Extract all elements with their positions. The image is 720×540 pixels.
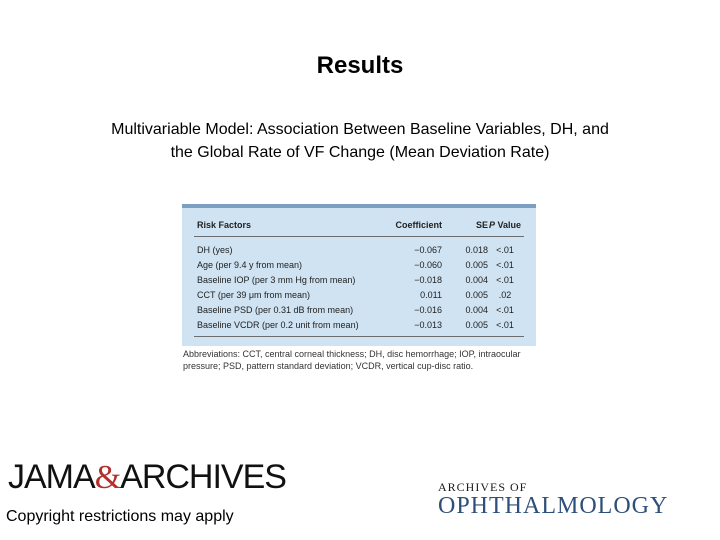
row-se: 0.005 [465,260,488,270]
row-se: 0.005 [465,320,488,330]
header-divider [194,236,524,237]
jama-logo-text: JAMA [8,458,96,496]
slide-title: Results [316,52,404,79]
row-coefficient: −0.018 [414,275,442,285]
row-risk-factor: CCT (per 39 μm from mean) [197,290,311,300]
header-p-rest: Value [495,220,522,230]
subtitle-line-2: the Global Rate of VF Change (Mean Devia… [170,144,550,161]
row-coefficient: −0.016 [414,305,442,315]
jama-archives-logo: JAMA&ARCHIVES [8,458,287,498]
header-se: SE [475,220,488,230]
row-se: 0.004 [465,275,488,285]
row-se: 0.018 [465,245,488,255]
row-se: 0.005 [465,290,488,300]
row-p-value: <.01 [496,260,514,270]
row-risk-factor: Age (per 9.4 y from mean) [197,260,303,270]
row-p-value: .02 [498,290,512,300]
row-risk-factor: Baseline IOP (per 3 mm Hg from mean) [197,275,356,285]
row-se: 0.004 [465,305,488,315]
table-bottom-rule [194,336,524,337]
slide-subtitle: Multivariable Model: Association Between… [60,118,660,164]
ophthalmology-text: OPHTHALMOLOGY [438,493,669,519]
results-table: Risk Factors Coefficient SE P Value DH (… [182,204,536,346]
row-coefficient: −0.060 [414,260,442,270]
archives-ophthalmology-logo: ARCHIVES OF OPHTHALMOLOGY [438,480,668,520]
archives-of-text: ARCHIVES OF [438,480,528,494]
row-coefficient: −0.013 [414,320,442,330]
header-p-value: P Value [482,220,528,230]
archives-logo-text: ARCHIVES [120,458,287,496]
row-risk-factor: Baseline VCDR (per 0.2 unit from mean) [197,320,359,330]
subtitle-line-1: Multivariable Model: Association Between… [111,121,609,138]
row-p-value: <.01 [496,320,514,330]
row-p-value: <.01 [496,275,514,285]
row-coefficient: −0.067 [414,245,442,255]
table-header-row: Risk Factors Coefficient SE P Value [182,220,536,234]
row-p-value: <.01 [496,305,514,315]
header-risk-factors: Risk Factors [197,220,252,230]
row-p-value: <.01 [496,245,514,255]
header-coefficient: Coefficient [395,220,442,230]
row-risk-factor: DH (yes) [197,245,233,255]
header-p-italic: P [488,220,495,230]
jama-logo-ampersand: & [94,459,121,496]
table-abbreviations: Abbreviations: CCT, central corneal thic… [183,349,521,371]
row-risk-factor: Baseline PSD (per 0.31 dB from mean) [197,305,354,315]
row-coefficient: 0.011 [420,290,442,300]
copyright-notice: Copyright restrictions may apply [6,508,234,525]
